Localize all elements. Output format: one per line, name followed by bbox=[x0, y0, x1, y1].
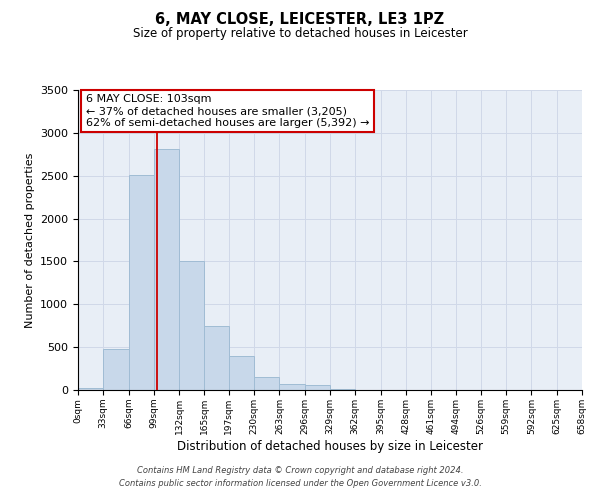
Bar bbox=[103, 350, 128, 390]
Bar bbox=[179, 260, 205, 390]
Bar bbox=[154, 149, 179, 390]
Bar bbox=[229, 356, 254, 390]
Text: Size of property relative to detached houses in Leicester: Size of property relative to detached ho… bbox=[133, 28, 467, 40]
Bar bbox=[128, 175, 154, 390]
Text: Contains HM Land Registry data © Crown copyright and database right 2024.
Contai: Contains HM Land Registry data © Crown c… bbox=[119, 466, 481, 487]
Bar bbox=[305, 386, 330, 390]
X-axis label: Distribution of detached houses by size in Leicester: Distribution of detached houses by size … bbox=[177, 440, 483, 452]
Bar bbox=[280, 384, 305, 390]
Bar bbox=[205, 326, 229, 390]
Bar bbox=[254, 377, 280, 390]
Y-axis label: Number of detached properties: Number of detached properties bbox=[25, 152, 35, 328]
Bar bbox=[330, 388, 355, 390]
Text: 6 MAY CLOSE: 103sqm
← 37% of detached houses are smaller (3,205)
62% of semi-det: 6 MAY CLOSE: 103sqm ← 37% of detached ho… bbox=[86, 94, 369, 128]
Bar bbox=[78, 388, 103, 390]
Text: 6, MAY CLOSE, LEICESTER, LE3 1PZ: 6, MAY CLOSE, LEICESTER, LE3 1PZ bbox=[155, 12, 445, 28]
